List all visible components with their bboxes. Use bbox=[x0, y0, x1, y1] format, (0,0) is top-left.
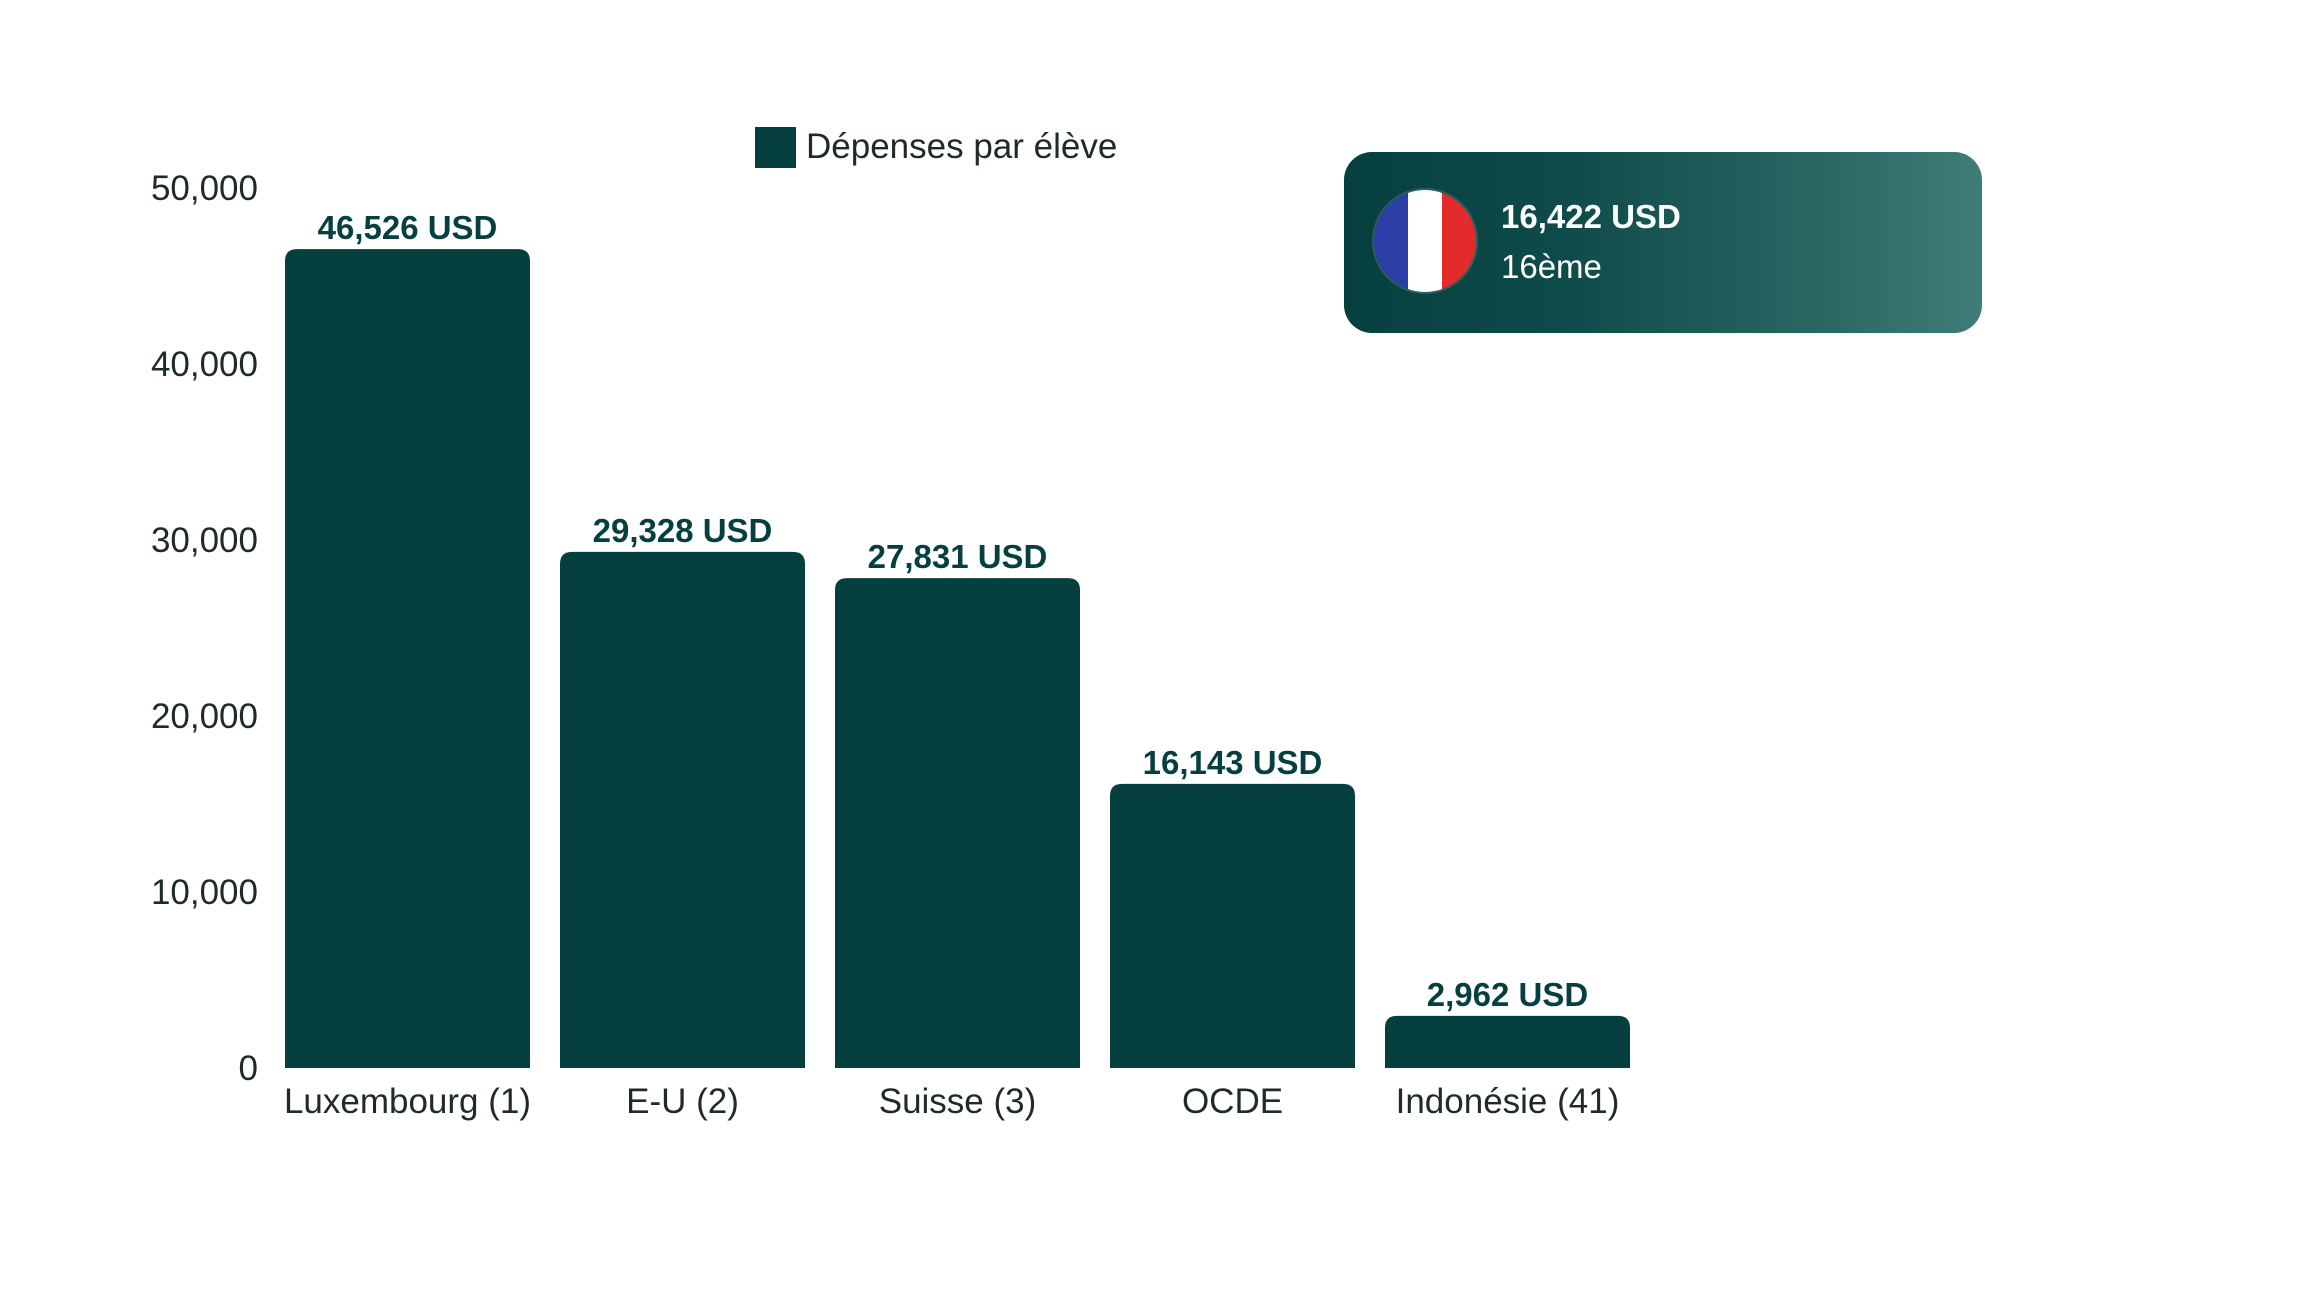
flag-stripe-red bbox=[1442, 190, 1476, 292]
x-category-label: OCDE bbox=[1182, 1082, 1283, 1121]
bar-value-label: 27,831 USD bbox=[868, 538, 1048, 575]
flag-stripe-white bbox=[1408, 190, 1442, 292]
legend: Dépenses par élève bbox=[755, 127, 1117, 168]
flag-stripe-blue bbox=[1374, 190, 1408, 292]
x-category-label: E-U (2) bbox=[626, 1082, 739, 1121]
france-flag-icon bbox=[1374, 190, 1476, 292]
y-tick-label: 50,000 bbox=[151, 169, 258, 208]
bar-value-label: 29,328 USD bbox=[593, 512, 773, 549]
y-tick-label: 10,000 bbox=[151, 873, 258, 912]
legend-label: Dépenses par élève bbox=[806, 127, 1117, 166]
bar-value-label: 16,143 USD bbox=[1143, 744, 1323, 781]
bar bbox=[560, 551, 805, 1068]
x-category-label: Indonésie (41) bbox=[1396, 1082, 1620, 1121]
bar bbox=[1110, 783, 1355, 1068]
callout-rank: 16ème bbox=[1501, 248, 1602, 285]
callout-value: 16,422 USD bbox=[1501, 198, 1681, 235]
x-category-label: Luxembourg (1) bbox=[284, 1082, 531, 1121]
bar bbox=[285, 249, 530, 1068]
x-axis: Luxembourg (1) E-U (2) Suisse (3) OCDE Indon… bbox=[284, 1082, 1619, 1121]
y-tick-label: 30,000 bbox=[151, 521, 258, 560]
y-tick-label: 0 bbox=[239, 1049, 258, 1088]
legend-swatch bbox=[755, 127, 796, 168]
y-tick-label: 20,000 bbox=[151, 697, 258, 736]
france-callout: 16,422 USD 16ème bbox=[1344, 152, 1982, 333]
y-axis: 0 10,000 20,000 30,000 40,000 50,000 bbox=[151, 169, 258, 1088]
value-labels: 46,526 USD 29,328 USD 27,831 USD 16,143 USD… bbox=[318, 209, 1589, 1013]
x-category-label: Suisse (3) bbox=[879, 1082, 1037, 1121]
y-tick-label: 40,000 bbox=[151, 345, 258, 384]
bar-value-label: 2,962 USD bbox=[1427, 976, 1588, 1013]
bar bbox=[1385, 1015, 1630, 1068]
bars bbox=[285, 249, 1630, 1068]
bar bbox=[835, 578, 1080, 1068]
bar-value-label: 46,526 USD bbox=[318, 209, 498, 246]
